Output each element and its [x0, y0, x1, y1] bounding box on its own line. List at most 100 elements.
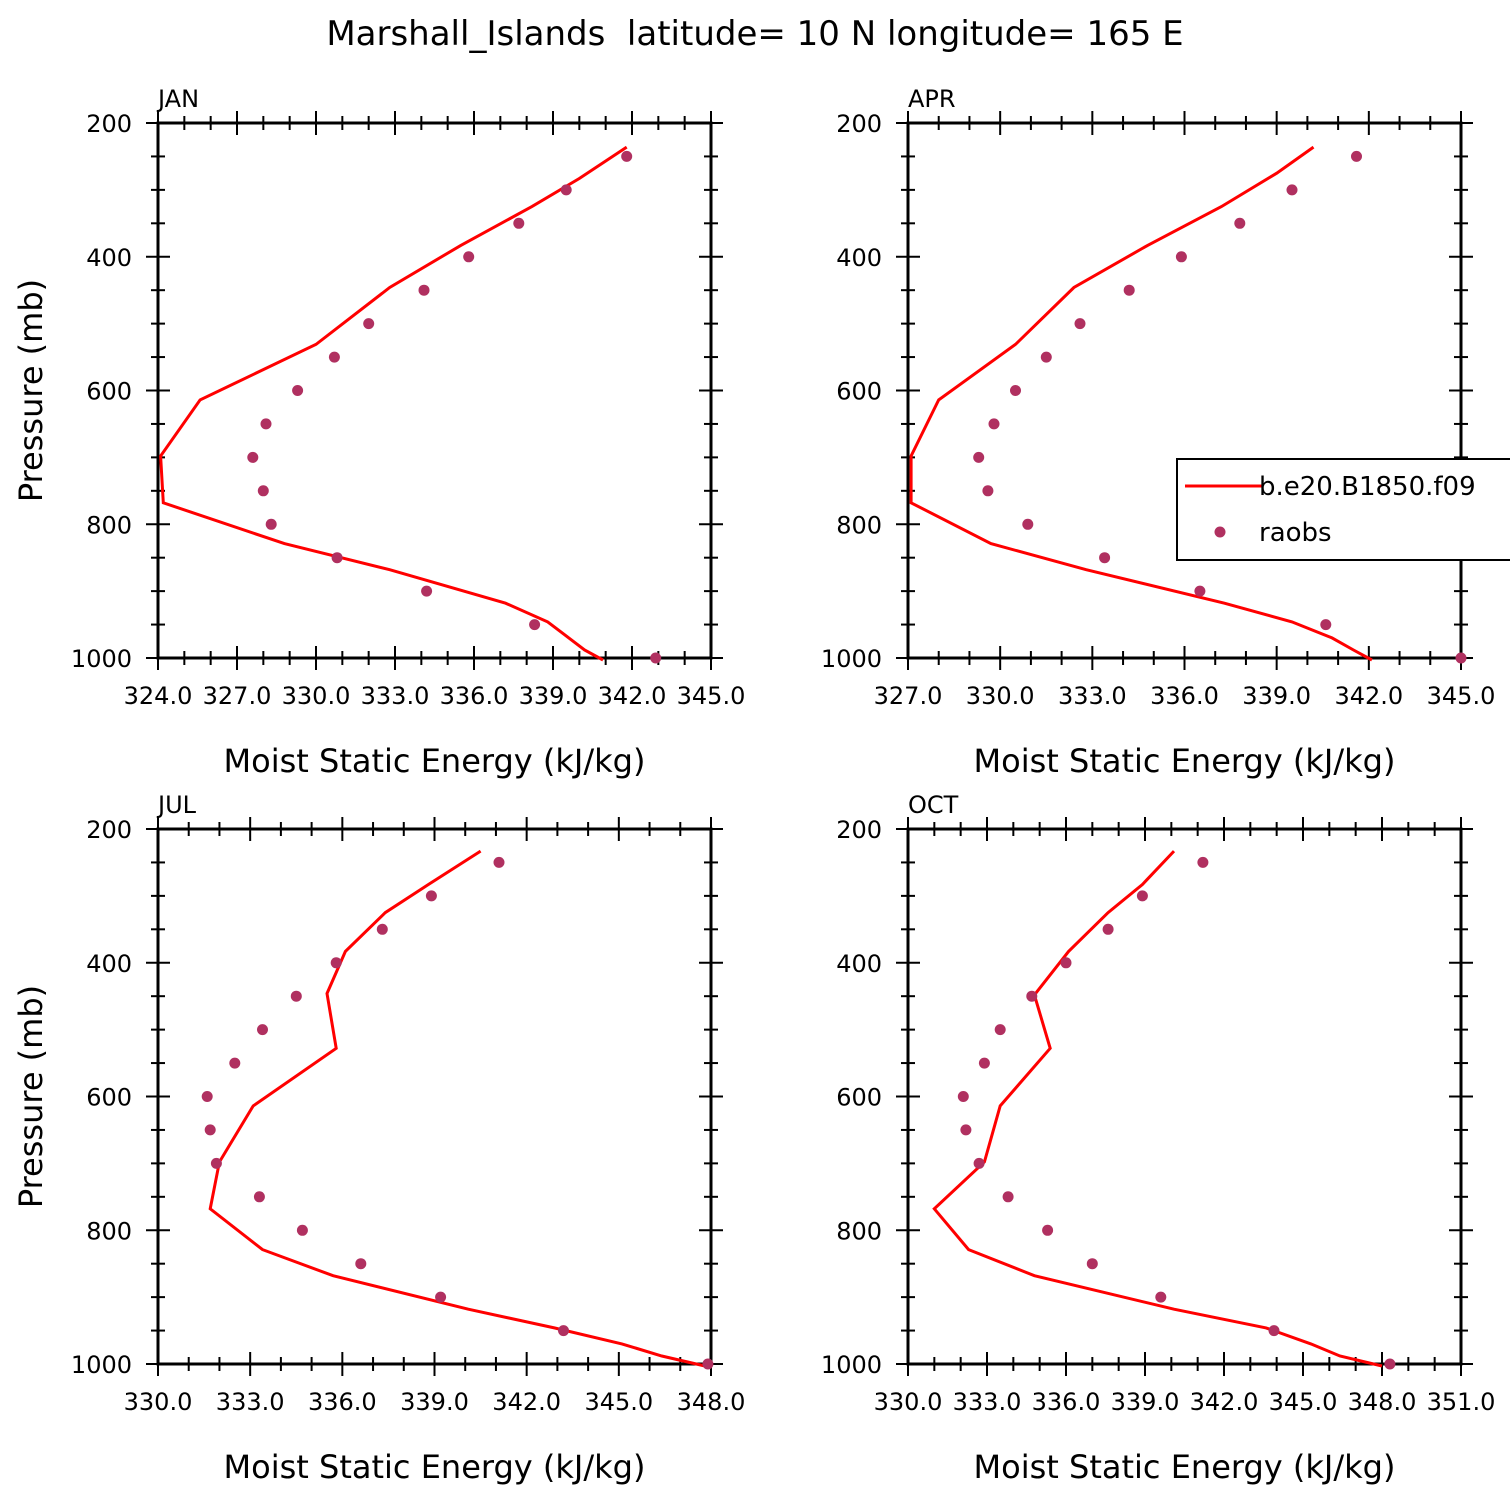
x-tick-label: 333.0 — [361, 682, 430, 710]
x-tick-label: 348.0 — [677, 1388, 746, 1416]
y-tick-label: 400 — [86, 244, 132, 272]
raobs-point-oct — [957, 1091, 969, 1102]
panels-group: JAN 200 400 600 800 1000 324.0 327.0 330.0 333.0 3… — [12, 85, 1495, 1486]
y-tick-label: 800 — [86, 1217, 132, 1245]
plot-frame-oct — [906, 827, 1463, 1366]
panel-apr: APR 200 400 600 800 1000 327.0 330.0 333.0 336.0 3… — [821, 85, 1495, 780]
raobs-point-oct — [1268, 1325, 1280, 1337]
x-tick-label: 336.0 — [308, 1388, 377, 1416]
y-tick-label: 400 — [836, 950, 882, 978]
raobs-point-apr — [1286, 184, 1298, 196]
raobs-point-apr — [1234, 217, 1246, 229]
y-tick-label: 200 — [836, 816, 882, 844]
raobs-point-jul — [493, 856, 505, 868]
panel-jul: JUL 200 400 600 800 1000 330.0 333.0 336.0 339.0 3… — [12, 791, 745, 1486]
raobs-point-jul — [435, 1291, 447, 1303]
raobs-point-oct — [1384, 1358, 1396, 1370]
raobs-point-jan — [513, 217, 525, 229]
raobs-point-jan — [247, 451, 259, 463]
raobs-point-jul — [376, 923, 388, 935]
raobs-point-jul — [290, 990, 302, 1002]
raobs-point-jan — [650, 652, 662, 664]
x-axis-label: Moist Static Energy (kJ/kg) — [224, 1448, 646, 1486]
raobs-point-jan — [257, 485, 269, 497]
raobs-point-jan — [363, 318, 375, 330]
x-tick-label: 324.0 — [124, 682, 193, 710]
x-tick-label: 345.0 — [584, 1388, 653, 1416]
y-tick-label: 200 — [86, 110, 132, 138]
raobs-point-oct — [1002, 1191, 1014, 1203]
y-tick-label: 1000 — [821, 645, 882, 673]
y-tick-label: 600 — [86, 1084, 132, 1112]
y-tick-label: 600 — [86, 378, 132, 406]
raobs-point-jan — [260, 418, 272, 430]
y-tick-label: 400 — [836, 244, 882, 272]
x-axis-label: Moist Static Energy (kJ/kg) — [224, 742, 646, 780]
raobs-point-apr — [1022, 518, 1034, 530]
raobs-point-apr — [988, 418, 1000, 430]
raobs-point-jul — [257, 1024, 268, 1036]
raobs-point-oct — [1136, 890, 1148, 902]
raobs-point-jan — [265, 518, 277, 530]
raobs-point-oct — [960, 1124, 972, 1136]
raobs-point-oct — [1155, 1291, 1167, 1303]
x-tick-label: 327.0 — [874, 682, 943, 710]
raobs-point-jan — [463, 251, 475, 263]
legend-marker-swatch — [1214, 526, 1226, 538]
x-tick-label: 348.0 — [1348, 1388, 1417, 1416]
raobs-point-jan — [421, 585, 433, 597]
x-tick-label: 339.0 — [1242, 682, 1311, 710]
raobs-point-jan — [331, 552, 343, 564]
raobs-point-jul — [253, 1191, 265, 1203]
plot-frame-jan — [156, 121, 713, 660]
raobs-point-apr — [1123, 284, 1135, 296]
raobs-point-jul — [229, 1057, 241, 1069]
x-tick-label: 327.0 — [203, 682, 272, 710]
y-tick-label: 800 — [86, 511, 132, 539]
raobs-point-jan — [418, 284, 430, 296]
raobs-point-oct — [994, 1024, 1006, 1036]
raobs-point-apr — [1194, 585, 1206, 597]
raobs-point-apr — [1074, 318, 1086, 330]
x-tick-label: 342.0 — [1190, 1388, 1259, 1416]
x-tick-label: 330.0 — [874, 1388, 943, 1416]
model-line-apr — [909, 145, 1373, 662]
raobs-point-oct — [1086, 1258, 1098, 1270]
raobs-point-oct — [973, 1157, 985, 1169]
y-tick-label: 200 — [836, 110, 882, 138]
raobs-point-jan — [529, 619, 541, 631]
y-axis-label: Pressure (mb) — [12, 279, 50, 502]
x-tick-label: 342.0 — [1334, 682, 1403, 710]
raobs-point-jul — [296, 1224, 308, 1236]
x-tick-label: 336.0 — [1150, 682, 1219, 710]
raobs-point-jan — [621, 150, 633, 162]
y-tick-label: 600 — [836, 378, 882, 406]
raobs-point-oct — [1197, 856, 1209, 868]
panel-jan: JAN 200 400 600 800 1000 324.0 327.0 330.0 333.0 3… — [12, 85, 745, 780]
x-tick-label: 330.0 — [282, 682, 351, 710]
legend-box — [1176, 458, 1510, 561]
raobs-point-jul — [204, 1124, 216, 1136]
figure-title: Marshall_Islands latitude= 10 N longitud… — [326, 14, 1183, 54]
model-line-oct — [932, 850, 1383, 1368]
raobs-point-apr — [1320, 619, 1332, 631]
raobs-point-jul — [201, 1091, 213, 1102]
raobs-point-jul — [702, 1358, 714, 1370]
x-tick-label: 342.0 — [598, 682, 667, 710]
model-line-jul — [208, 849, 706, 1368]
y-tick-label: 600 — [836, 1084, 882, 1112]
x-axis-label: Moist Static Energy (kJ/kg) — [974, 1448, 1396, 1486]
raobs-point-jul — [558, 1325, 569, 1337]
panel-label-apr: APR — [908, 85, 956, 113]
raobs-point-apr — [1175, 251, 1187, 263]
panel-label-jan: JAN — [156, 85, 199, 113]
raobs-point-oct — [1060, 957, 1072, 969]
y-tick-label: 1000 — [71, 645, 132, 673]
plot-frame-jul — [156, 827, 713, 1366]
x-axis-label: Moist Static Energy (kJ/kg) — [974, 742, 1396, 780]
panel-label-jul: JUL — [156, 791, 197, 819]
x-tick-label: 333.0 — [1058, 682, 1127, 710]
raobs-point-apr — [1010, 385, 1021, 396]
x-tick-label: 330.0 — [124, 1388, 193, 1416]
